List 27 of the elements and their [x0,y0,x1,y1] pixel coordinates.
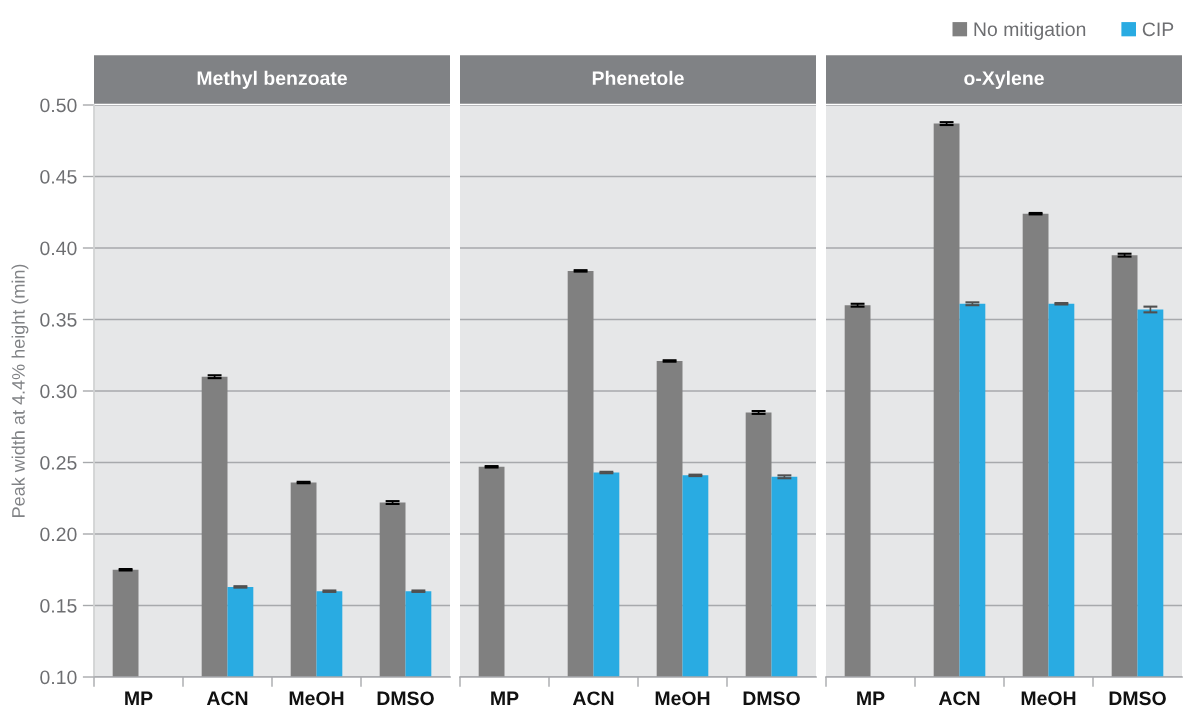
legend-label: No mitigation [974,21,1086,41]
x-tick-label: DMSO [743,691,800,706]
y-tick-label: 0.45 [40,169,77,184]
chart-title: Methyl benzoate [197,70,347,89]
y-tick-label: 0.25 [40,455,77,470]
y-tick-label: 0.15 [40,598,77,613]
x-tick-label: ACN [938,691,980,706]
x-tick-label: MeOH [1021,691,1076,706]
y-axis-title: Peak width at 4.4% height (min) [11,264,29,517]
y-tick-label: 0.40 [40,241,77,256]
x-tick-label: DMSO [377,691,434,706]
y-tick-label: 0.10 [40,670,77,685]
y-tick-label: 0.35 [40,312,77,327]
x-tick-label: MeOH [289,691,344,706]
x-tick-label: MP [125,691,153,705]
x-tick-label: DMSO [1109,691,1166,706]
x-tick-label: MP [491,691,519,705]
legend-label: CIP [1142,22,1174,37]
chart-title: Phenetole [592,70,684,86]
y-tick-label: 0.30 [40,384,77,399]
x-tick-label: MeOH [655,691,710,706]
x-tick-label: MP [857,691,885,705]
x-tick-label: ACN [206,691,248,706]
y-tick-label: 0.20 [40,527,77,542]
chart-title: o-Xylene [964,70,1044,89]
y-tick-label: 0.50 [40,98,77,113]
x-tick-label: ACN [572,691,614,706]
